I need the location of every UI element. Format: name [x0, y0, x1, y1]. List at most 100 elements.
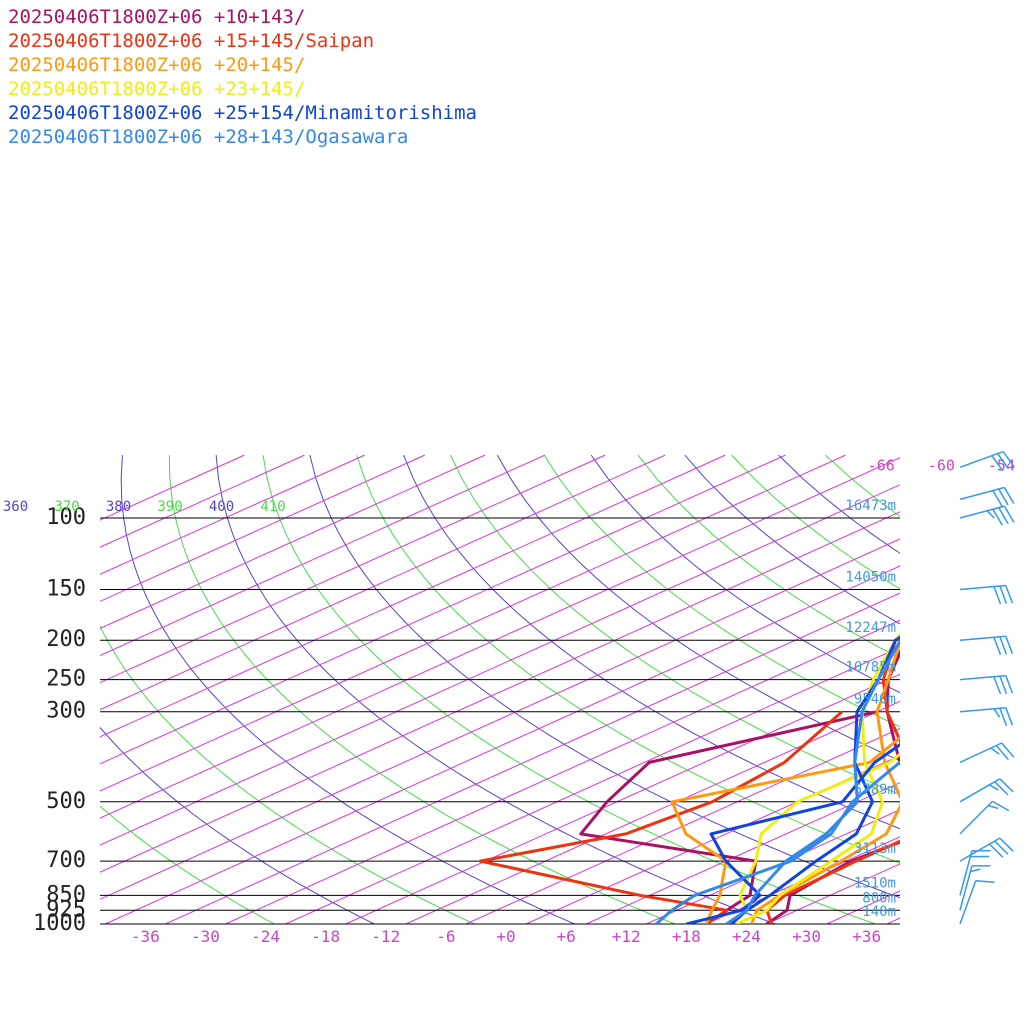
isotherm-line	[165, 592, 900, 924]
height-label: 800m	[862, 890, 896, 906]
isotherm-grid	[100, 454, 1024, 924]
wind-barb-half-flag	[988, 804, 999, 810]
legend-entry: 20250406T1800Z+06 +15+145/Saipan	[8, 30, 374, 52]
legend-entry: 20250406T1800Z+06 +23+145/	[8, 78, 305, 100]
isotherm-line	[405, 700, 900, 924]
height-label: 12247m	[845, 620, 896, 636]
isotherm-line	[100, 454, 365, 575]
wind-barb	[959, 486, 1015, 508]
dewpoint-profile-5	[686, 742, 900, 924]
wind-barb	[959, 778, 1014, 803]
wind-barb-flag	[988, 843, 1004, 858]
isotherm-line	[100, 454, 846, 792]
wind-barb-staff	[959, 505, 1005, 519]
wind-barb	[959, 800, 1010, 835]
pressure-label: 850	[46, 882, 86, 907]
wind-barb	[959, 505, 1015, 526]
dry-adiabat-line	[215, 455, 776, 924]
isotherm-line	[225, 619, 900, 924]
pressure-label: 1000	[33, 911, 86, 936]
wind-barb-half-flag	[970, 868, 981, 873]
upper-isotherm-labels: -66-60-54-48	[868, 457, 1015, 475]
isotherm-label: -66	[868, 457, 895, 475]
wind-barb	[959, 849, 991, 896]
wind-barb	[959, 674, 1014, 695]
isotherm-line	[100, 454, 305, 548]
wind-barb-half-flag	[989, 784, 999, 791]
height-label: 3113m	[854, 841, 896, 857]
dry-adiabat-line	[262, 455, 876, 924]
wind-barb-flag	[1002, 451, 1015, 468]
wind-barb-staff	[959, 486, 1005, 501]
pressure-label: 925	[46, 897, 86, 922]
isotherm-line	[100, 454, 546, 657]
isotherm-line	[100, 511, 900, 873]
dry-adiabat-line	[356, 454, 900, 864]
temperature-tick-label: +24	[732, 927, 761, 946]
wind-barb-flag	[1003, 487, 1015, 504]
dry-adiabat-line	[403, 454, 900, 830]
theta-label: 400	[209, 499, 234, 515]
wind-barb-flag	[992, 800, 1010, 812]
pressure-label: 700	[46, 848, 86, 873]
theta-label: 380	[106, 499, 131, 515]
wind-barb-flag	[994, 840, 1009, 855]
wind-barb-staff	[959, 635, 1006, 641]
theta-label: 410	[260, 499, 285, 515]
isotherm-line	[285, 646, 900, 924]
wind-barb-flag	[994, 781, 1009, 796]
height-label: 16473m	[845, 498, 896, 514]
wind-barb-flag	[999, 636, 1008, 655]
legend-entry: 20250406T1800Z+06 +25+154/Minamitorishim…	[8, 102, 477, 124]
isotherm-line	[345, 673, 900, 924]
temperature-tick-label: +30	[792, 927, 821, 946]
wind-barb-staff	[959, 865, 973, 911]
wind-barb-flag	[999, 707, 1008, 726]
wind-barb	[959, 450, 1015, 472]
wind-barb-staff	[959, 837, 1001, 862]
wind-barb-flag	[975, 880, 995, 883]
height-label: 10785m	[845, 660, 896, 676]
wind-barb-flag	[991, 455, 1004, 472]
pressure-label: 300	[46, 699, 86, 724]
isotherm-line	[100, 454, 606, 684]
sounding-profiles	[478, 632, 900, 924]
theta-label: 390	[157, 499, 182, 515]
legend-entry: 20250406T1800Z+06 +28+143/Ogasawara	[8, 126, 408, 148]
wind-barb-flag	[992, 490, 1004, 508]
wind-barb	[959, 880, 995, 925]
dry-adiabat-line	[120, 455, 575, 924]
wind-barb-staff	[959, 778, 1001, 803]
height-label: 5789m	[854, 782, 896, 798]
pressure-label: 250	[46, 667, 86, 692]
dry-adiabat-line	[100, 625, 475, 924]
temperature-profile-2	[765, 633, 900, 924]
legend-entry: 20250406T1800Z+06 +20+145/	[8, 54, 305, 76]
isotherm-line	[104, 565, 900, 924]
isotherm-line	[947, 455, 1024, 924]
isotherm-line	[100, 454, 726, 738]
wind-barb-staff	[959, 706, 1006, 713]
wind-barb-flag	[999, 837, 1014, 852]
wind-barb-flag	[1001, 742, 1015, 758]
wind-barb-flag	[996, 453, 1010, 470]
wind-barb	[959, 837, 1014, 862]
dry-adiabat-line	[100, 726, 375, 924]
dry-adiabat-line	[100, 805, 275, 924]
dry-adiabat-line	[309, 454, 900, 899]
wind-barb	[959, 635, 1014, 655]
dry-adiabat-line	[496, 454, 900, 762]
legend: 20250406T1800Z+06 +10+143/20250406T1800Z…	[8, 6, 477, 148]
temperature-tick-label: -6	[436, 927, 455, 946]
dry-adiabat-line	[543, 454, 900, 728]
wind-barb-staff	[959, 674, 1006, 681]
temperature-tick-label: -36	[131, 927, 160, 946]
wind-barb-flag	[998, 507, 1009, 525]
temperature-tick-label: -30	[191, 927, 220, 946]
isotherm-line	[886, 917, 900, 924]
temperature-tick-label: -18	[311, 927, 340, 946]
isotherm-line	[100, 454, 666, 711]
isotherm-line	[100, 484, 900, 846]
temperature-tick-label: +0	[496, 927, 515, 946]
